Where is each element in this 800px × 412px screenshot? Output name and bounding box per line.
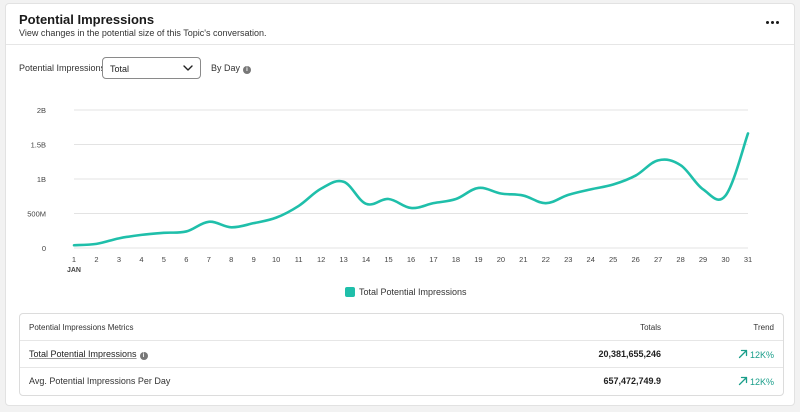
chevron-down-icon [183, 65, 193, 71]
more-dots-icon [765, 20, 769, 24]
legend-label: Total Potential Impressions [359, 287, 467, 297]
x-tick-label: 12 [317, 255, 325, 264]
x-tick-label: 10 [272, 255, 280, 264]
x-tick-label: 28 [676, 255, 684, 264]
card-header: Potential Impressions View changes in th… [6, 4, 794, 45]
x-month-label: JAN [67, 267, 81, 274]
x-tick-label: 1 [72, 255, 76, 264]
x-tick-label: 6 [184, 255, 188, 264]
metrics-table-header: Potential Impressions Metrics Totals Tre… [20, 314, 783, 341]
potential-impressions-card: Potential Impressions View changes in th… [5, 3, 795, 406]
x-tick-label: 30 [721, 255, 729, 264]
x-tick-label: 29 [699, 255, 707, 264]
x-tick-label: 19 [474, 255, 482, 264]
y-tick-label: 500M [27, 210, 46, 219]
x-tick-label: 22 [542, 255, 550, 264]
metric-filter-label: Potential Impressions [19, 63, 106, 73]
x-tick-label: 9 [252, 255, 256, 264]
total-value: 657,472,749.9 [603, 376, 661, 386]
metric-name-cell: Total Potential Impressions i [29, 349, 148, 360]
x-tick-label: 16 [407, 255, 415, 264]
dropdown-selected-value: Total [110, 64, 130, 74]
header-trend: Trend [753, 323, 774, 332]
trend-cell: 12K% [738, 349, 774, 360]
x-tick-label: 11 [295, 255, 303, 264]
card-title: Potential Impressions [19, 12, 155, 27]
info-icon[interactable]: i [139, 352, 148, 360]
x-tick-label: 3 [117, 255, 121, 264]
total-impressions-link[interactable]: Total Potential Impressions [29, 349, 137, 359]
y-tick-label: 2B [37, 106, 46, 115]
x-tick-label: 25 [609, 255, 617, 264]
card-subtitle: View changes in the potential size of th… [19, 28, 267, 38]
info-icon[interactable]: i [243, 66, 252, 74]
x-tick-label: 5 [162, 255, 166, 264]
y-tick-label: 0 [42, 244, 46, 253]
table-row: Avg. Potential Impressions Per Day 657,4… [20, 368, 783, 395]
y-tick-label: 1.5B [31, 141, 46, 150]
interval-label: By Day i [211, 63, 252, 74]
x-tick-label: 13 [339, 255, 347, 264]
metrics-table: Potential Impressions Metrics Totals Tre… [19, 313, 784, 396]
trend-up-arrow-icon [738, 376, 748, 386]
x-tick-label: 2 [94, 255, 98, 264]
trend-up-arrow-icon [738, 349, 748, 359]
header-totals: Totals [640, 323, 661, 332]
x-tick-label: 14 [362, 255, 370, 264]
x-tick-label: 18 [452, 255, 460, 264]
trend-value: 12K% [749, 377, 774, 387]
x-tick-label: 31 [744, 255, 752, 264]
table-row: Total Potential Impressions i 20,381,655,… [20, 341, 783, 368]
interval-label-text: By Day [211, 63, 241, 73]
more-dot [775, 20, 779, 24]
more-options-button[interactable] [762, 14, 782, 30]
x-tick-label: 24 [587, 255, 595, 264]
x-tick-label: 7 [207, 255, 211, 264]
legend-swatch [345, 287, 355, 297]
trend-cell: 12K% [738, 376, 774, 387]
x-tick-label: 8 [229, 255, 233, 264]
y-tick-label: 1B [37, 175, 46, 184]
x-tick-label: 15 [384, 255, 392, 264]
x-tick-label: 20 [497, 255, 505, 264]
x-tick-label: 21 [519, 255, 527, 264]
x-tick-label: 23 [564, 255, 572, 264]
x-tick-label: 27 [654, 255, 662, 264]
trend-value: 12K% [749, 350, 774, 360]
total-value: 20,381,655,246 [598, 349, 661, 359]
more-dot [770, 20, 774, 24]
x-tick-label: 17 [429, 255, 437, 264]
x-tick-label: 4 [139, 255, 143, 264]
metric-name-cell: Avg. Potential Impressions Per Day [29, 376, 171, 386]
x-tick-label: 26 [631, 255, 639, 264]
series-line-total-potential-impressions[interactable] [72, 132, 750, 247]
metric-type-dropdown[interactable]: Total [102, 57, 201, 79]
header-metrics: Potential Impressions Metrics [29, 323, 134, 332]
